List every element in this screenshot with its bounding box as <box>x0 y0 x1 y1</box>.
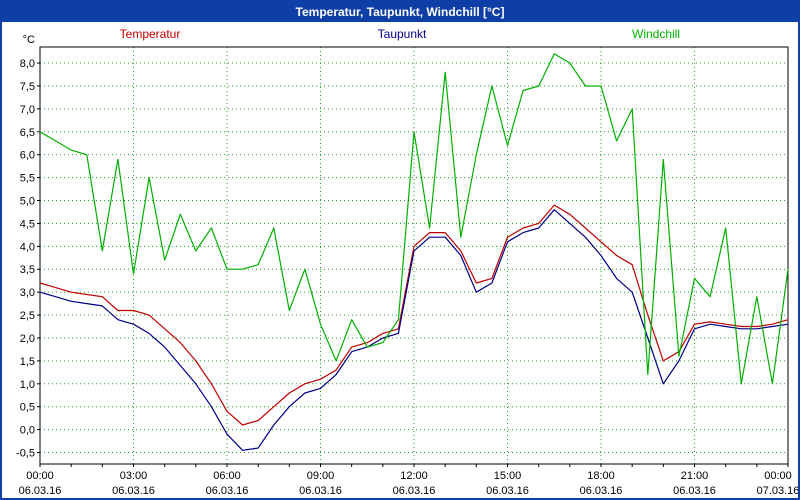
svg-text:00:00: 00:00 <box>764 470 792 482</box>
svg-text:06.03.16: 06.03.16 <box>673 485 716 497</box>
window-title: Temperatur, Taupunkt, Windchill [°C] <box>295 5 505 19</box>
svg-text:06.03.16: 06.03.16 <box>206 485 249 497</box>
legend-windchill: Windchill <box>631 27 681 41</box>
svg-text:06.03.16: 06.03.16 <box>19 485 62 497</box>
svg-text:4,5: 4,5 <box>20 218 35 230</box>
svg-text:3,5: 3,5 <box>20 264 35 276</box>
svg-text:3,0: 3,0 <box>20 287 35 299</box>
svg-text:1,0: 1,0 <box>20 379 35 391</box>
svg-text:4,0: 4,0 <box>20 241 35 253</box>
svg-text:21:00: 21:00 <box>681 470 709 482</box>
svg-text:06.03.16: 06.03.16 <box>112 485 155 497</box>
svg-text:6,0: 6,0 <box>20 150 35 162</box>
svg-text:5,5: 5,5 <box>20 173 35 185</box>
svg-text:06.03.16: 06.03.16 <box>486 485 529 497</box>
svg-text:-0,5: -0,5 <box>16 448 35 460</box>
svg-text:0,0: 0,0 <box>20 425 35 437</box>
svg-text:6,5: 6,5 <box>20 127 35 139</box>
legend-temperatur: Temperatur <box>119 27 181 41</box>
legend-taupunkt: Taupunkt <box>377 27 427 41</box>
svg-text:15:00: 15:00 <box>494 470 522 482</box>
svg-text:12:00: 12:00 <box>400 470 428 482</box>
svg-text:09:00: 09:00 <box>307 470 335 482</box>
svg-text:06:00: 06:00 <box>213 470 241 482</box>
svg-text:5,0: 5,0 <box>20 196 35 208</box>
svg-text:8,0: 8,0 <box>20 58 35 70</box>
window-titlebar: Temperatur, Taupunkt, Windchill [°C] <box>2 2 798 22</box>
svg-text:07.03.16: 07.03.16 <box>757 485 800 497</box>
svg-text:1,5: 1,5 <box>20 356 35 368</box>
svg-text:°C: °C <box>23 34 35 46</box>
svg-text:06.03.16: 06.03.16 <box>393 485 436 497</box>
svg-text:06.03.16: 06.03.16 <box>299 485 342 497</box>
svg-text:7,0: 7,0 <box>20 104 35 116</box>
svg-text:06.03.16: 06.03.16 <box>580 485 623 497</box>
svg-text:00:00: 00:00 <box>26 470 54 482</box>
svg-text:03:00: 03:00 <box>120 470 148 482</box>
svg-text:0,5: 0,5 <box>20 402 35 414</box>
svg-text:7,5: 7,5 <box>20 81 35 93</box>
svg-text:18:00: 18:00 <box>587 470 615 482</box>
svg-text:2,0: 2,0 <box>20 333 35 345</box>
svg-text:2,5: 2,5 <box>20 310 35 322</box>
